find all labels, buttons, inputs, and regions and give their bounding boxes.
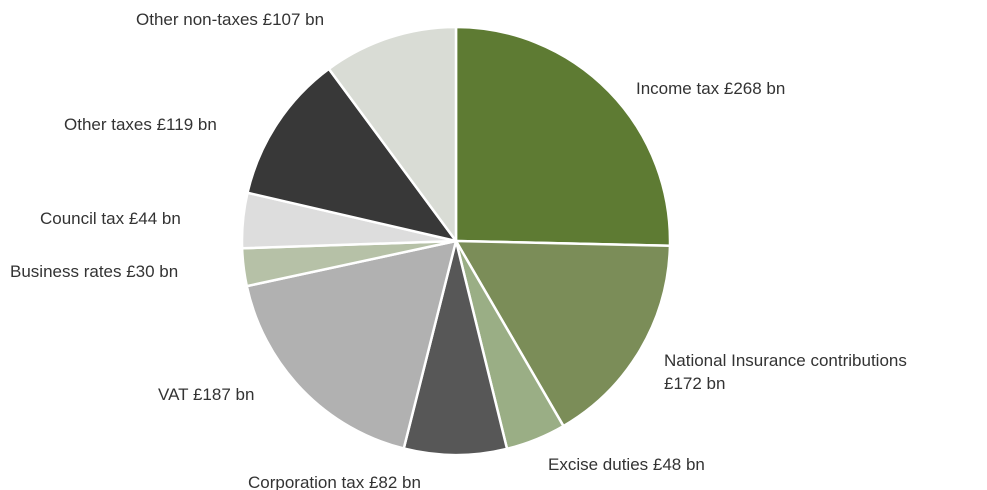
slice-label-line: Excise duties £48 bn [548,455,705,474]
slice-label-line: Income tax £268 bn [636,79,785,98]
pie-slice-corporation-tax [402,239,509,457]
slice-label-other-non-taxes: Other non-taxes £107 bn [136,10,324,29]
slice-label-corporation-tax: Corporation tax £82 bn [248,473,421,490]
pie-labels: Income tax £268 bn National Insurance con… [10,10,907,490]
slice-label-vat: VAT £187 bn [158,385,254,404]
slice-label-line: Council tax £44 bn [40,209,181,228]
slice-label-line: Other taxes £119 bn [64,115,217,134]
slice-label-business-rates: Business rates £30 bn [10,262,178,281]
pie-slice-other-taxes [246,67,458,243]
slice-label-excise-duties: Excise duties £48 bn [548,455,705,474]
slice-label-line: Business rates £30 bn [10,262,178,281]
pie-slices [240,25,672,457]
slice-label-line: VAT £187 bn [158,385,254,404]
slice-label-income-tax: Income tax £268 bn [636,79,785,98]
slice-label-national-insurance-contributions: National Insurance contributions £172 bn [664,351,907,393]
pie-slice-income-tax [454,25,672,248]
slice-label-line: Other non-taxes £107 bn [136,10,324,29]
slice-label-line: £172 bn [664,374,725,393]
pie-slice-other-non-taxes [327,25,458,243]
pie-slice-national-insurance-contributions [454,239,672,428]
slice-label-other-taxes: Other taxes £119 bn [64,115,217,134]
slice-label-council-tax: Council tax £44 bn [40,209,181,228]
slice-label-line: National Insurance contributions [664,351,907,370]
pie-slice-vat [245,239,458,450]
slice-label-line: Corporation tax £82 bn [248,473,421,490]
